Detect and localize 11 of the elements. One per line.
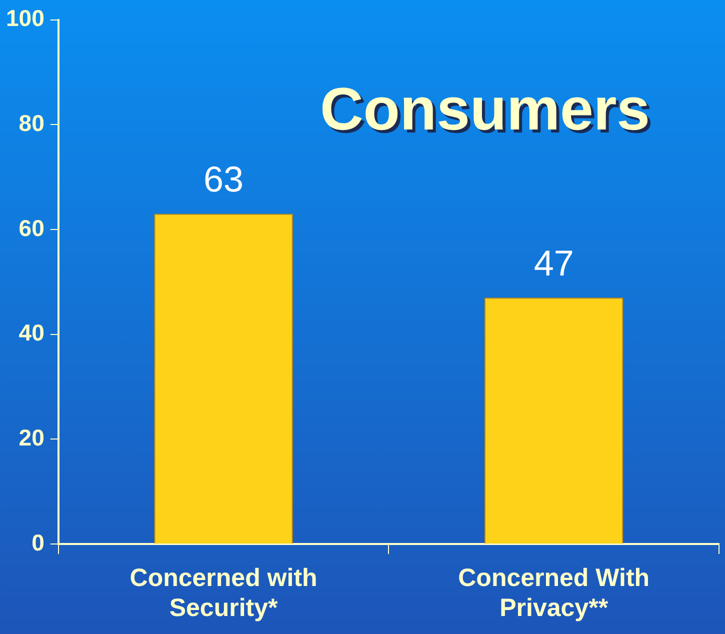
- y-tick-label: 80: [18, 110, 44, 136]
- y-tick-label: 0: [32, 529, 44, 556]
- data-label: 63: [204, 158, 244, 200]
- y-tick-label: 20: [18, 424, 44, 451]
- text: Consumers: [322, 78, 654, 146]
- y-tick-label: 60: [18, 214, 44, 241]
- x-tick-label: Concerned with Security*: [130, 564, 318, 622]
- y-tick-label: 100: [6, 5, 44, 32]
- data-label: 47: [534, 242, 574, 284]
- x-tick-label: Concerned With Privacy**: [458, 564, 650, 622]
- y-tick-label: 40: [18, 320, 44, 346]
